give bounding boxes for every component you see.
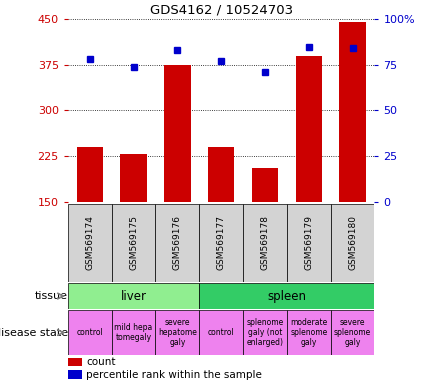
Bar <box>287 204 331 282</box>
Text: control: control <box>208 328 235 337</box>
Title: GDS4162 / 10524703: GDS4162 / 10524703 <box>150 3 293 17</box>
Bar <box>120 154 147 202</box>
Bar <box>77 147 103 202</box>
Bar <box>208 147 234 202</box>
Text: disease state: disease state <box>0 328 68 338</box>
Text: control: control <box>76 328 103 337</box>
Bar <box>155 204 199 282</box>
Text: splenome
galy (not
enlarged): splenome galy (not enlarged) <box>246 318 284 348</box>
Bar <box>112 310 155 355</box>
Bar <box>68 283 199 309</box>
Bar <box>68 358 81 366</box>
Text: GSM569180: GSM569180 <box>348 215 357 270</box>
Bar <box>112 204 155 282</box>
Bar <box>164 65 191 202</box>
Bar <box>331 310 374 355</box>
Text: mild hepa
tomegaly: mild hepa tomegaly <box>114 323 153 342</box>
Text: severe
splenome
galy: severe splenome galy <box>334 318 371 348</box>
Text: count: count <box>86 357 116 367</box>
Text: GSM569178: GSM569178 <box>261 215 269 270</box>
Bar <box>155 310 199 355</box>
Text: GSM569175: GSM569175 <box>129 215 138 270</box>
Text: GSM569176: GSM569176 <box>173 215 182 270</box>
Bar <box>243 310 287 355</box>
Text: percentile rank within the sample: percentile rank within the sample <box>86 370 262 380</box>
Text: GSM569174: GSM569174 <box>85 215 94 270</box>
Bar <box>331 204 374 282</box>
Text: GSM569177: GSM569177 <box>217 215 226 270</box>
Bar <box>339 22 366 202</box>
Bar <box>68 310 112 355</box>
Bar <box>199 283 374 309</box>
Bar <box>199 204 243 282</box>
Text: severe
hepatome
galy: severe hepatome galy <box>158 318 197 348</box>
Bar <box>199 310 243 355</box>
Text: liver: liver <box>120 290 147 303</box>
Text: spleen: spleen <box>267 290 307 303</box>
Bar <box>252 168 278 202</box>
Text: GSM569179: GSM569179 <box>304 215 313 270</box>
Text: moderate
splenome
galy: moderate splenome galy <box>290 318 328 348</box>
Bar <box>68 370 81 379</box>
Bar <box>296 56 322 202</box>
Bar <box>68 204 112 282</box>
Bar <box>287 310 331 355</box>
Bar <box>243 204 287 282</box>
Text: tissue: tissue <box>35 291 68 301</box>
